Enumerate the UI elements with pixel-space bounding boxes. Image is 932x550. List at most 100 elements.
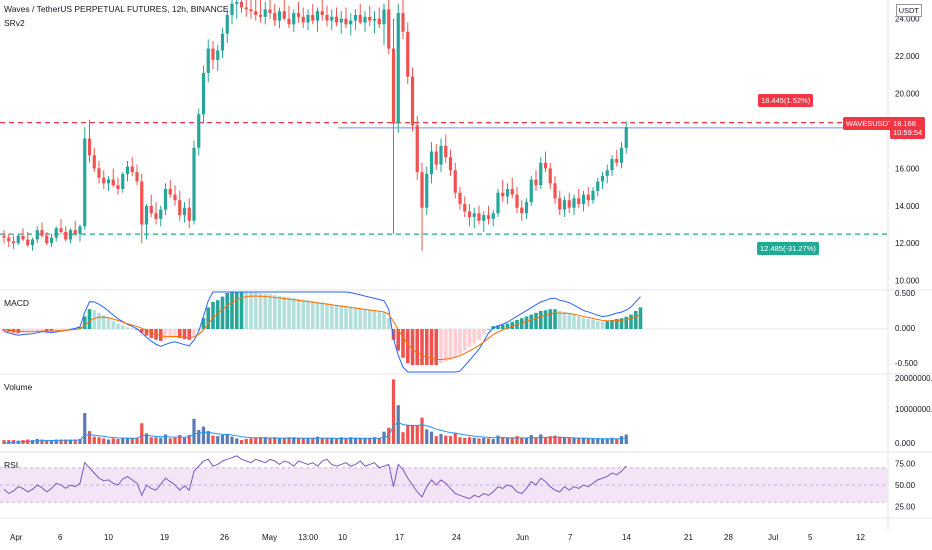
rsi-pane[interactable] bbox=[0, 455, 888, 503]
volume-bar bbox=[306, 437, 310, 444]
macd-bar bbox=[101, 315, 106, 329]
macd-bar bbox=[486, 329, 491, 330]
candle-body bbox=[21, 235, 25, 240]
candle-body bbox=[173, 194, 177, 201]
candle-body bbox=[282, 11, 286, 19]
candle-body bbox=[581, 194, 586, 204]
candle-body bbox=[377, 18, 381, 25]
volume-bar bbox=[59, 439, 63, 444]
volume-bar bbox=[591, 438, 595, 444]
volume-label[interactable]: Volume bbox=[4, 382, 33, 392]
macd-bar bbox=[391, 329, 396, 340]
candle-body bbox=[296, 13, 301, 17]
macd-label[interactable]: MACD bbox=[4, 298, 30, 308]
candle-body bbox=[230, 3, 234, 15]
volume-bar bbox=[505, 437, 510, 444]
macd-pane[interactable] bbox=[0, 291, 888, 373]
candle-body bbox=[102, 177, 106, 184]
currency-badge[interactable]: USDT bbox=[895, 4, 922, 17]
candle-body bbox=[159, 209, 163, 219]
volume-bar bbox=[211, 435, 215, 444]
time-axis-label: 7 bbox=[568, 533, 573, 542]
time-axis-label: 5 bbox=[808, 533, 813, 542]
volume-bar bbox=[330, 437, 334, 444]
macd-bar bbox=[272, 295, 277, 329]
volume-bar bbox=[339, 437, 343, 444]
indicator-label[interactable]: SRv2 bbox=[4, 18, 25, 28]
volume-bar bbox=[586, 438, 590, 444]
macd-bar bbox=[496, 325, 500, 329]
macd-bar bbox=[215, 300, 220, 329]
macd-bar bbox=[230, 292, 234, 329]
volume-bar bbox=[45, 440, 49, 444]
macd-bar bbox=[462, 329, 467, 351]
candle-body bbox=[111, 179, 115, 186]
volume-bar bbox=[334, 438, 339, 444]
macd-bar bbox=[638, 307, 643, 329]
candle-body bbox=[558, 198, 562, 210]
macd-bar bbox=[78, 327, 82, 329]
volume-bar bbox=[410, 424, 415, 444]
volume-bar bbox=[372, 437, 377, 444]
macd-bar bbox=[396, 329, 401, 351]
macd-bar bbox=[249, 292, 253, 329]
candle-body bbox=[448, 157, 453, 171]
macd-bar bbox=[282, 296, 287, 329]
volume-bar bbox=[97, 437, 101, 444]
macd-bar bbox=[567, 312, 572, 329]
macd-bar bbox=[624, 316, 629, 329]
volume-bar bbox=[558, 436, 562, 444]
candle-body bbox=[529, 179, 533, 203]
candle-body bbox=[429, 151, 434, 174]
macd-bar bbox=[586, 318, 591, 329]
volume-bar bbox=[277, 437, 282, 444]
macd-bar bbox=[120, 325, 125, 329]
candle-body bbox=[216, 50, 220, 60]
macd-bar bbox=[177, 329, 182, 338]
macd-bar bbox=[633, 311, 638, 329]
rsi-label[interactable]: RSI bbox=[4, 460, 19, 470]
volume-bar bbox=[401, 432, 405, 444]
candle-body bbox=[78, 226, 82, 234]
candle-body bbox=[239, 1, 244, 8]
candle-body bbox=[287, 18, 291, 25]
macd-bar bbox=[116, 323, 120, 329]
candle-body bbox=[49, 237, 54, 244]
candle-body bbox=[420, 172, 424, 208]
macd-bar bbox=[595, 321, 600, 329]
macd-bar bbox=[434, 329, 439, 365]
rsi-axis-label: 25.00 bbox=[895, 502, 916, 511]
candle-body bbox=[225, 14, 229, 34]
price-pane[interactable] bbox=[0, 0, 888, 251]
macd-bar bbox=[239, 292, 244, 329]
candle-body bbox=[501, 192, 505, 197]
volume-bar bbox=[491, 438, 495, 444]
volume-axis-label: 20000000.000 bbox=[895, 374, 932, 383]
volume-pane[interactable] bbox=[2, 379, 628, 444]
candle-body bbox=[211, 48, 215, 60]
current-price: 18.168 bbox=[893, 119, 916, 128]
macd-bar bbox=[211, 302, 215, 329]
macd-bar bbox=[367, 309, 372, 329]
upper-target-tag: 18.445(1.52%) bbox=[758, 94, 814, 107]
time-axis-label: 12 bbox=[856, 533, 865, 542]
candle-body bbox=[16, 235, 20, 244]
volume-bar bbox=[605, 438, 609, 444]
candle-body bbox=[68, 230, 73, 240]
macd-bar bbox=[92, 310, 97, 329]
candle-body bbox=[463, 203, 467, 212]
candle-body bbox=[510, 188, 514, 195]
volume-bar bbox=[49, 440, 54, 444]
volume-bar bbox=[600, 438, 605, 444]
candle-body bbox=[54, 228, 58, 238]
volume-bar bbox=[391, 379, 396, 444]
time-axis-label: 17 bbox=[395, 533, 404, 542]
macd-bar bbox=[401, 329, 405, 358]
macd-bar bbox=[277, 295, 282, 329]
volume-bar bbox=[368, 437, 372, 444]
candle-body bbox=[254, 11, 258, 15]
macd-bar bbox=[30, 329, 35, 332]
macd-bar bbox=[54, 329, 59, 331]
candle-body bbox=[220, 33, 225, 51]
